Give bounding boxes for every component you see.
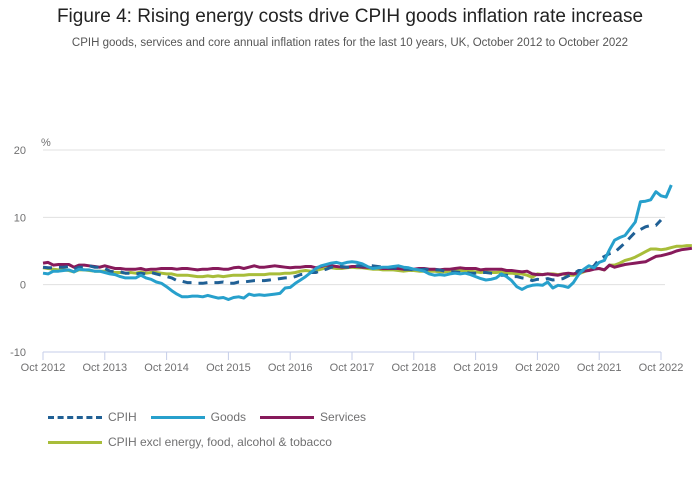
legend-swatch-services [260, 415, 315, 419]
y-tick-label: 0 [20, 280, 26, 292]
legend-row: CPIH Goods Services [48, 408, 380, 426]
chart-subtitle: CPIH goods, services and core annual inf… [71, 37, 629, 49]
series-lines [42, 184, 693, 301]
x-axis: Oct 2012 Oct 2013 Oct 2014 Oct 2015 Oct 2016… [21, 351, 684, 374]
x-tick-label: Oct 2020 [515, 362, 560, 374]
x-tick-label: Oct 2013 [82, 362, 127, 374]
legend-label: CPIH [108, 410, 137, 424]
x-tick-label: Oct 2015 [206, 362, 251, 374]
x-tick-label: Oct 2022 [639, 362, 684, 374]
legend-label: Services [320, 410, 367, 424]
legend-label: CPIH excl energy, food, alcohol & tobacc… [108, 435, 332, 449]
legend-item-core[interactable]: CPIH excl energy, food, alcohol & tobacc… [48, 435, 332, 449]
y-tick-label: 10 [14, 212, 26, 224]
y-tick-label: 20 [14, 145, 26, 157]
x-tick-label: Oct 2018 [391, 362, 436, 374]
gridlines [43, 149, 665, 286]
x-tick-label: Oct 2019 [453, 362, 498, 374]
x-tick-label: Oct 2016 [268, 362, 313, 374]
legend-row: CPIH excl energy, food, alcohol & tobacc… [48, 433, 380, 451]
x-tick-label: Oct 2017 [330, 362, 375, 374]
legend-swatch-goods [150, 415, 205, 419]
legend-item-services[interactable]: Services [260, 410, 366, 424]
series-line-goods[interactable] [42, 184, 673, 301]
legend-swatch-core [48, 440, 102, 444]
legend: CPIH Goods Services CPIH excl energy, fo… [48, 408, 380, 458]
chart-title: Figure 4: Rising energy costs drive CPIH… [56, 6, 644, 27]
x-tick-label: Oct 2014 [144, 362, 189, 374]
y-axis-unit-label: % [41, 137, 51, 149]
y-axis: 20 10 0 -10 [10, 145, 26, 359]
legend-label: Goods [210, 410, 247, 424]
legend-item-cpih[interactable]: CPIH [48, 410, 137, 424]
x-tick-label: Oct 2021 [577, 362, 622, 374]
legend-swatch-cpih [48, 415, 102, 419]
legend-item-goods[interactable]: Goods [150, 410, 247, 424]
x-tick-label: Oct 2012 [21, 362, 66, 374]
y-tick-label: -10 [10, 347, 26, 359]
